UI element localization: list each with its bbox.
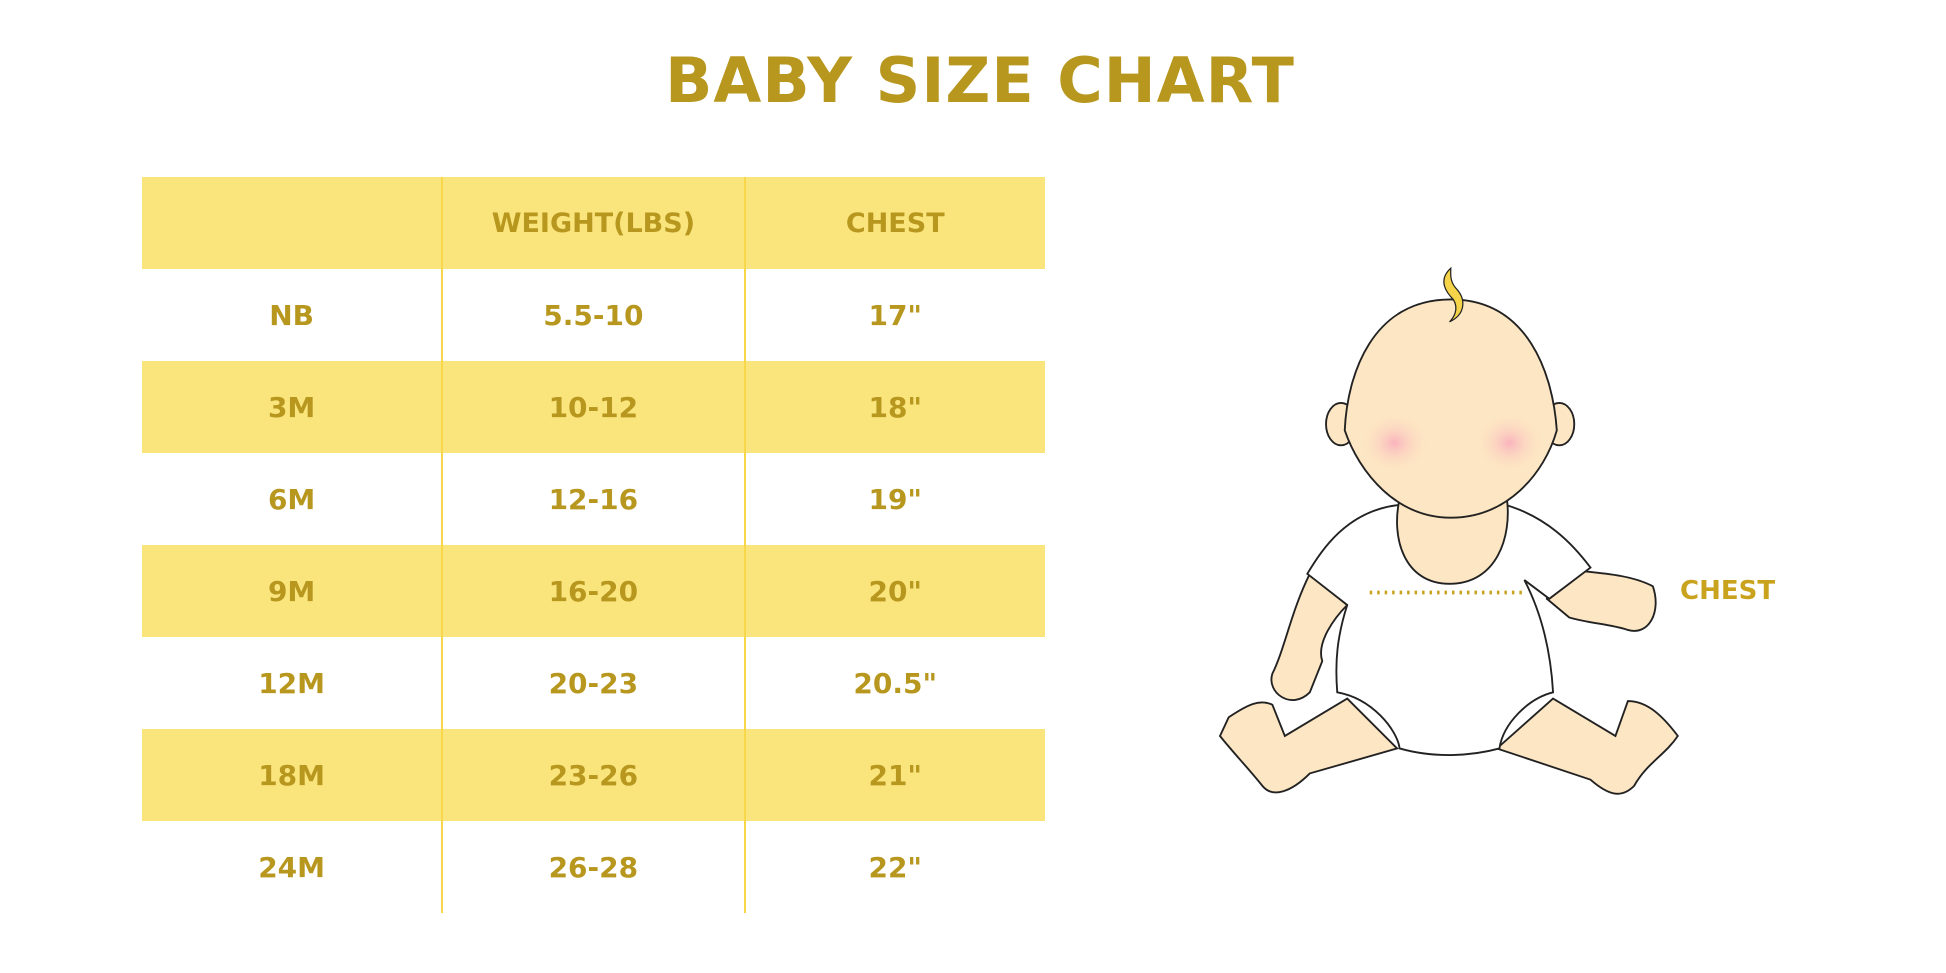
size-table: WEIGHT(LBS) CHEST NB 5.5-10 17" 3M 10-12 18"…	[142, 177, 1045, 913]
weight-cell: 20-23	[441, 637, 745, 729]
chest-cell: 20"	[743, 545, 1045, 637]
chest-cell: 21"	[743, 729, 1045, 821]
size-cell: 6M	[267, 482, 316, 516]
right-cheek	[1474, 411, 1545, 475]
weight-cell: 5.5-10	[441, 269, 745, 361]
left-leg	[1218, 697, 1399, 794]
chest-cell: 22"	[743, 821, 1045, 913]
chest-cell: 18"	[743, 361, 1045, 453]
weight-cell: 23-26	[441, 729, 745, 821]
left-cheek	[1359, 411, 1430, 475]
table-row: 18M 23-26 21"	[142, 729, 1045, 821]
table-row: 6M 12-16 19"	[142, 453, 1045, 545]
chest-cell: 20.5"	[743, 637, 1045, 729]
weight-cell: 12-16	[441, 453, 745, 545]
chest-cell: 19"	[743, 453, 1045, 545]
size-cell: 9M	[142, 545, 443, 637]
table-row: 3M 10-12 18"	[142, 361, 1045, 453]
table-header-row: WEIGHT(LBS) CHEST	[142, 177, 1045, 269]
size-cell: 18M	[142, 729, 443, 821]
chest-label: CHEST	[1680, 576, 1776, 606]
table-row: 24M 26-28 22"	[142, 821, 1045, 913]
right-leg	[1495, 697, 1679, 795]
table-row: NB 5.5-10 17"	[142, 269, 1045, 361]
hair-curl-icon	[1443, 266, 1464, 323]
size-cell: NB	[269, 298, 314, 332]
header-cell	[142, 177, 443, 269]
size-cell: 24M	[258, 850, 326, 884]
header-cell: CHEST	[743, 177, 1045, 269]
weight-cell: 10-12	[441, 361, 745, 453]
weight-cell: 16-20	[441, 545, 745, 637]
table-row: 9M 16-20 20"	[142, 545, 1045, 637]
size-cell: 12M	[258, 666, 326, 700]
weight-cell: 26-28	[441, 821, 745, 913]
chest-cell: 17"	[743, 269, 1045, 361]
page-title: BABY SIZE CHART	[665, 44, 1295, 117]
table-row: 12M 20-23 20.5"	[142, 637, 1045, 729]
header-cell: WEIGHT(LBS)	[441, 177, 745, 269]
size-cell: 3M	[142, 361, 443, 453]
